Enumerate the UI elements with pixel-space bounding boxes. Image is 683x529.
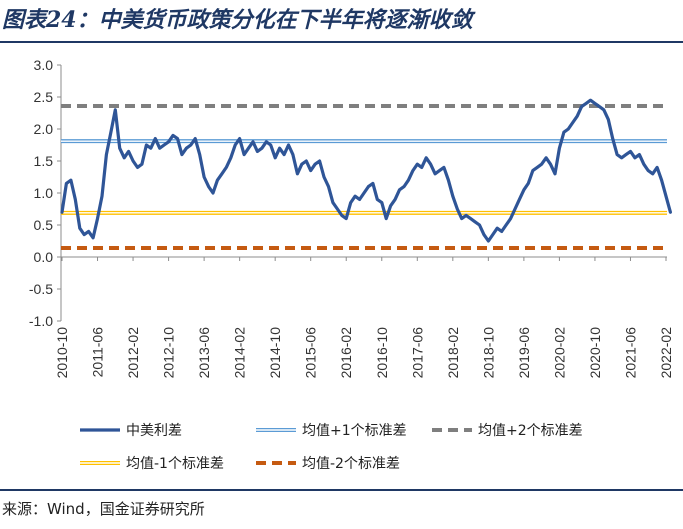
legend-label: 均值+1个标准差: [302, 423, 407, 439]
y-tick-label: -0.5: [29, 281, 53, 297]
y-tick-label: 0.0: [34, 249, 54, 265]
y-tick-label: -1.0: [29, 313, 53, 329]
legend-label: 均值-1个标准差: [126, 456, 224, 472]
spread-series-line: [60, 98, 672, 243]
x-tick-label: 2013-06: [196, 327, 212, 379]
x-tick-label: 2012-02: [125, 327, 141, 379]
y-tick-label: 2.5: [34, 89, 54, 105]
legend-item-minus-2sd: 均值-2个标准差: [256, 456, 400, 472]
x-tick-label: 2011-06: [90, 327, 106, 378]
y-tick-label: 1.0: [34, 185, 54, 201]
x-tick-label: 2010-10: [54, 327, 70, 379]
legend-item-plus-1sd: 均值+1个标准差: [256, 423, 407, 439]
x-tick-label: 2015-06: [303, 327, 319, 379]
x-tick-label: 2019-06: [516, 327, 532, 379]
x-tick-label: 2012-10: [161, 327, 177, 379]
y-tick-label: 1.5: [34, 153, 54, 169]
source-note: 来源：Wind，国金证券研究所: [2, 500, 205, 518]
x-tick-label: 2018-10: [480, 327, 496, 379]
x-axis: 2010-10 2011-06 2012-02 2012-10 2013-06 2014-…: [54, 256, 674, 379]
x-tick-label: 2020-10: [587, 327, 603, 379]
x-tick-label: 2017-06: [409, 327, 425, 379]
legend-item-plus-2sd: 均值+2个标准差: [432, 423, 583, 439]
x-tick-label: 2022-02: [658, 327, 674, 379]
legend-item-spread: 中美利差: [80, 423, 182, 439]
legend-item-minus-1sd: 均值-1个标准差: [80, 456, 224, 472]
y-axis: 3.0 2.5 2.0 1.5 1.0 0.5 0.0 -0.5 -1.0: [29, 57, 62, 329]
x-tick-label: 2016-10: [374, 327, 390, 379]
y-tick-label: 3.0: [34, 57, 54, 73]
legend-label: 中美利差: [126, 423, 182, 439]
series-layer: [60, 98, 672, 251]
x-tick-label: 2018-02: [445, 327, 461, 379]
spread-line-chart: 3.02.52.01.51.00.50.0-0.5-1.0 2010-10 201…: [29, 57, 674, 472]
x-tick-label: 2020-02: [551, 327, 567, 379]
y-tick-label: 0.5: [34, 217, 54, 233]
title-rule: [0, 41, 683, 43]
legend-label: 均值+2个标准差: [478, 423, 583, 439]
y-tick-label: 2.0: [34, 121, 54, 137]
figure-title: 图表24：中美货币政策分化在下半年将逐渐收敛: [2, 7, 473, 33]
source-rule: [0, 489, 683, 491]
x-tick-label: 2014-02: [232, 327, 248, 379]
x-tick-label: 2016-02: [338, 327, 354, 379]
x-tick-label: 2014-10: [267, 327, 283, 379]
x-tick-label: 2021-06: [622, 327, 638, 379]
legend-label: 均值-2个标准差: [302, 456, 400, 472]
